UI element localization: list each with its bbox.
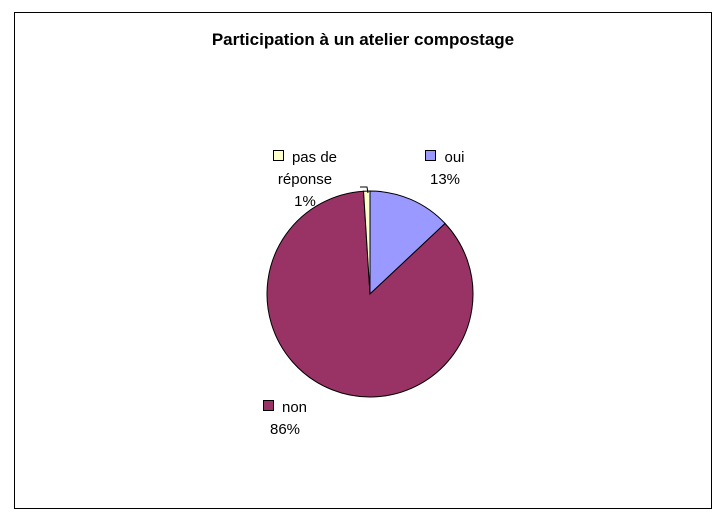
legend-key	[272, 150, 284, 161]
label-category: non	[245, 397, 325, 419]
legend-key	[425, 150, 437, 161]
data-label: oui 13%	[405, 147, 485, 191]
pie-slice	[369, 190, 446, 296]
data-label: pas de réponse 1%	[250, 147, 360, 213]
category-name: pas de réponse	[277, 149, 338, 188]
category-name: non	[281, 399, 308, 416]
pie-slice	[266, 190, 474, 398]
pie-slice	[363, 190, 371, 295]
value-label: 1%	[294, 193, 316, 210]
data-label: non 86%	[245, 397, 325, 441]
value-label: 86%	[269, 421, 301, 438]
label-category: oui	[405, 147, 485, 169]
legend-key	[262, 400, 274, 411]
chart-title: Participation à un atelier compostage	[211, 30, 515, 49]
category-name: oui	[444, 149, 465, 166]
value-label: 13%	[429, 171, 461, 188]
label-category: pas de réponse	[250, 147, 360, 191]
leader-line	[360, 186, 369, 194]
